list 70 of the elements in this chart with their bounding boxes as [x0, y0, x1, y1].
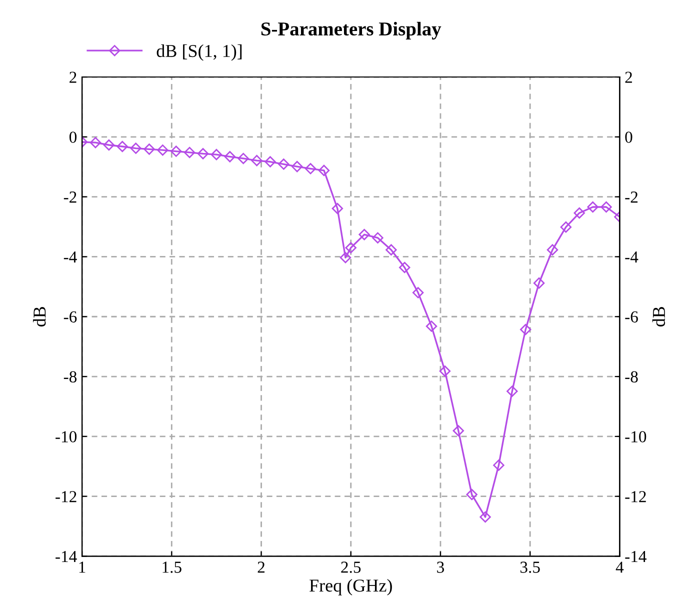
y2-tick-label: -8: [625, 371, 638, 382]
y-tick-label: -6: [64, 311, 77, 323]
point: [130, 142, 142, 154]
chart-title: S-Parameters Display: [261, 22, 442, 40]
point: [291, 160, 303, 172]
x-tick-label: 3.5: [520, 562, 540, 573]
y2-tick-label: 0: [625, 132, 632, 143]
point: [520, 324, 532, 336]
y2-axis-title: dB: [652, 306, 666, 327]
point: [506, 386, 518, 397]
point: [466, 488, 478, 500]
point: [345, 242, 356, 254]
y2-tick-label: -6: [625, 311, 638, 323]
y-tick-label: -14: [56, 551, 77, 562]
x-tick-label: 2.5: [341, 562, 361, 573]
x-axis-title: Freq (GHz): [310, 579, 392, 596]
point: [600, 201, 612, 213]
point: [157, 144, 168, 156]
point: [318, 164, 330, 176]
point: [90, 136, 102, 148]
point: [493, 460, 504, 471]
point: [426, 320, 438, 332]
point: [210, 148, 222, 160]
point: [399, 262, 410, 274]
y-tick-label: 2: [70, 72, 76, 83]
point: [332, 202, 344, 214]
point: [372, 232, 384, 244]
point: [533, 277, 545, 289]
y2-tick-label: -2: [625, 192, 638, 203]
point: [238, 152, 249, 164]
x-tick-label: 2: [258, 562, 265, 573]
y-tick-label: -4: [64, 252, 77, 262]
point: [546, 244, 558, 256]
x-tick-label: 4: [616, 562, 624, 573]
y-axis-title: dB: [33, 306, 46, 327]
y-tick-label: -2: [64, 192, 76, 203]
y2-tick-label: 2: [625, 72, 632, 83]
point: [340, 252, 352, 264]
point: [439, 366, 451, 377]
point: [144, 144, 155, 155]
y-tick-label: -10: [56, 431, 77, 442]
y-tick-label: -12: [56, 491, 76, 502]
point: [184, 146, 196, 158]
point: [386, 244, 397, 256]
y-tick-label: -8: [64, 371, 77, 382]
legend-label: dB [S(1, 1)]: [156, 44, 242, 61]
y2-tick-label: -4: [625, 252, 638, 262]
point: [251, 154, 262, 166]
point: [278, 158, 290, 170]
point: [452, 425, 464, 436]
point: [170, 146, 182, 157]
x-tick-label: 1.5: [162, 562, 182, 573]
y2-tick-label: -12: [625, 491, 646, 502]
point: [103, 139, 115, 151]
point: [574, 207, 585, 219]
x-tick-label: 3: [437, 562, 444, 573]
point: [560, 221, 572, 233]
point: [224, 151, 236, 162]
point: [264, 156, 276, 168]
point: [304, 163, 316, 174]
y-tick-label: 0: [69, 132, 77, 143]
point: [197, 148, 209, 160]
x-tick-label: 1: [79, 562, 86, 573]
y2-tick-label: -10: [625, 431, 646, 442]
y2-tick-label: -14: [625, 551, 647, 562]
point: [358, 228, 370, 240]
point: [480, 511, 491, 523]
point: [116, 140, 128, 152]
point: [412, 287, 424, 298]
point: [587, 201, 598, 213]
